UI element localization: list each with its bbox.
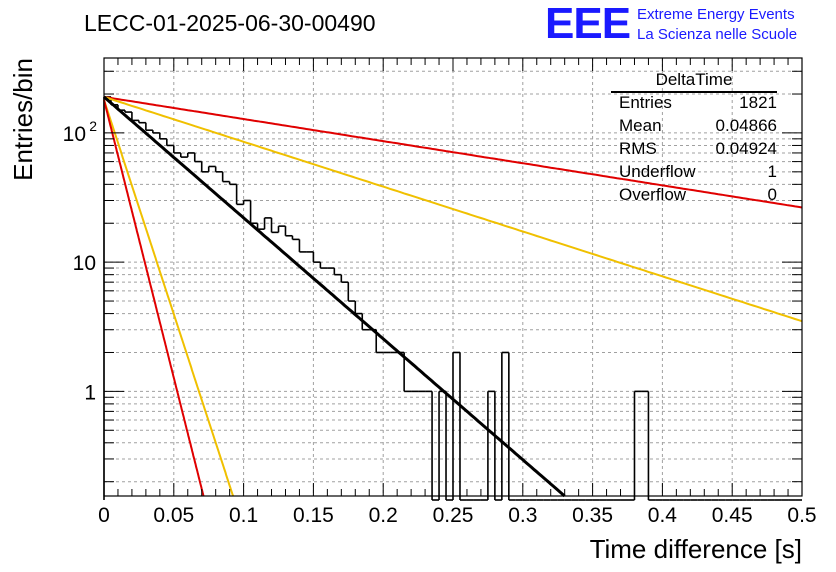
logo-line-2: La Scienza nelle Scuole <box>637 26 798 43</box>
fit-curve-3 <box>103 95 566 498</box>
stats-row-rms: RMS 0.04924 <box>619 139 777 161</box>
stats-title: DeltaTime <box>655 70 733 89</box>
stats-key: Mean <box>619 116 662 135</box>
stats-key: Entries <box>619 93 672 112</box>
fit-curve-5 <box>103 99 205 497</box>
x-axis-label: Time difference [s] <box>590 534 802 564</box>
x-tick-label: 0 <box>98 504 110 527</box>
x-tick-label: 0.45 <box>712 504 753 527</box>
stats-row-entries: Entries 1821 <box>619 93 777 115</box>
x-tick-label: 0.2 <box>369 504 398 527</box>
stats-key: Overflow <box>619 185 687 204</box>
y-axis-label: Entries/bin <box>8 58 38 181</box>
x-tick-label: 0.25 <box>433 504 474 527</box>
stats-value: 0.04924 <box>715 139 777 158</box>
x-tick-label: 0.5 <box>787 504 816 527</box>
stats-key: RMS <box>619 139 657 158</box>
fit-curve-1 <box>103 95 803 209</box>
chart-title: LECC-01-2025-06-30-00490 <box>84 10 376 36</box>
stats-row-mean: Mean 0.04866 <box>619 116 777 138</box>
stats-value: 1 <box>767 162 777 181</box>
fit-curves <box>103 95 803 498</box>
y-tick-label: 10 <box>73 252 96 275</box>
stats-row-overflow: Overflow 0 <box>619 185 777 207</box>
fit-curve-2 <box>103 95 803 323</box>
x-tick-label: 0.15 <box>293 504 334 527</box>
x-tick-label: 0.05 <box>153 504 194 527</box>
fit-curve-4 <box>103 99 235 497</box>
y-tick-label: 10 <box>63 123 86 146</box>
logo-line-1: Extreme Energy Events <box>637 6 795 23</box>
x-tick-label: 0.35 <box>572 504 613 527</box>
stats-row-underflow: Underflow 1 <box>619 162 777 184</box>
axis-ticks <box>103 58 803 496</box>
stats-value: 0.04866 <box>715 116 777 135</box>
eee-logo-mark: EEE <box>545 0 631 48</box>
stats-value: 0 <box>767 185 777 204</box>
x-tick-label: 0.4 <box>648 504 678 527</box>
stats-divider <box>611 91 777 93</box>
y-tick-label-exponent: 2 <box>89 118 97 134</box>
y-tick-label: 1 <box>84 381 96 404</box>
x-tick-label: 0.3 <box>508 504 537 527</box>
stats-value: 1821 <box>739 93 777 112</box>
x-tick-label: 0.1 <box>229 504 258 527</box>
axis-labels: 0 0.05 0.1 0.15 0.2 0.25 0.3 0.35 0.4 0.45 0.51101… <box>8 58 817 564</box>
stats-key: Underflow <box>619 162 696 181</box>
